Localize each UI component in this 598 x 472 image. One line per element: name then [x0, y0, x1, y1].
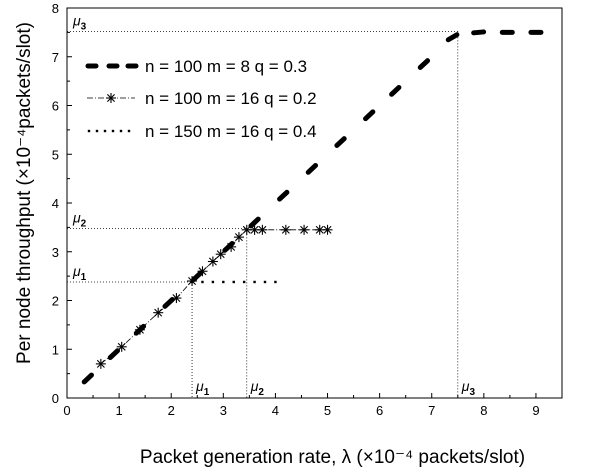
- dash-marker: [248, 216, 261, 229]
- x-tick-label: 4: [272, 403, 279, 418]
- star-marker: [207, 256, 218, 267]
- star-marker: [153, 307, 164, 318]
- star-marker: [233, 232, 244, 243]
- x-axis-title: Packet generation rate, λ (×10⁻⁴ packets…: [140, 447, 525, 468]
- y-tick-label: 6: [52, 99, 59, 114]
- y-tick-label: 4: [52, 196, 59, 211]
- y-tick-label: 7: [52, 50, 59, 65]
- legend: n = 100 m = 8 q = 0.3 n = 100 m = 16 q = …: [85, 57, 317, 141]
- y-axis-title: Per node throughput (×10⁻⁴packets/slot): [14, 22, 35, 364]
- y-tick-label: 0: [52, 391, 59, 406]
- y-tick-label: 3: [52, 245, 59, 260]
- legend-label: n = 150 m = 16 q = 0.4: [145, 122, 317, 141]
- plot-frame: [66, 7, 563, 399]
- star-marker: [197, 266, 208, 277]
- star-marker: [314, 224, 325, 235]
- star-marker: [215, 249, 226, 260]
- legend-label: n = 100 m = 8 q = 0.3: [145, 57, 307, 76]
- star-marker: [116, 341, 127, 352]
- mu-y-label: μ2: [72, 209, 87, 229]
- star-marker: [226, 241, 237, 252]
- legend-dot-sample: [111, 129, 115, 133]
- star-marker: [171, 293, 182, 304]
- dot-marker: [211, 280, 215, 284]
- star-marker: [280, 224, 291, 235]
- legend-label: n = 100 m = 16 q = 0.2: [145, 89, 317, 108]
- y-tick-label: 8: [52, 1, 59, 16]
- dash-marker: [471, 29, 487, 36]
- mu-y-label: μ3: [72, 12, 87, 32]
- x-tick-label: 6: [376, 403, 383, 418]
- star-marker: [299, 224, 310, 235]
- mu-x-label: μ2: [250, 378, 265, 398]
- legend-dot-sample: [95, 129, 99, 133]
- dash-marker: [417, 58, 431, 70]
- star-marker: [95, 358, 106, 369]
- star-marker: [257, 224, 268, 235]
- dash-marker: [162, 297, 175, 309]
- x-tick-label: 9: [532, 403, 539, 418]
- x-tick-label: 7: [428, 403, 435, 418]
- star-marker: [322, 224, 333, 235]
- series-star: [95, 224, 333, 369]
- mu-x-label: μ3: [461, 378, 476, 398]
- legend-dot-sample: [119, 129, 123, 133]
- dot-marker: [201, 280, 204, 284]
- dot-marker: [222, 280, 225, 284]
- dash-marker: [277, 189, 290, 202]
- legend-star-sample: [106, 93, 116, 103]
- y-tick-label: 2: [52, 294, 59, 309]
- x-tick-label: 3: [220, 403, 227, 418]
- x-tick-label: 1: [115, 403, 122, 418]
- legend-dot-sample: [87, 129, 91, 133]
- dot-marker: [274, 280, 277, 284]
- x-tick-label: 5: [324, 403, 331, 418]
- dash-marker: [107, 348, 121, 361]
- x-tick-label: 2: [168, 403, 175, 418]
- legend-dot-sample: [127, 129, 131, 133]
- dash-marker: [81, 372, 94, 385]
- series-dash: [81, 29, 544, 385]
- legend-dot-sample: [103, 129, 107, 133]
- x-tick-label: 0: [63, 403, 70, 418]
- dot-marker: [263, 280, 267, 284]
- mu-y-label: μ1: [72, 263, 87, 283]
- x-tick-label: 8: [480, 403, 487, 418]
- dash-marker: [334, 136, 347, 148]
- dash-marker: [305, 162, 319, 175]
- dash-marker: [363, 109, 376, 122]
- y-tick-label: 1: [52, 342, 59, 357]
- dot-marker: [190, 280, 194, 284]
- star-marker: [134, 324, 145, 335]
- series-line: [100, 229, 328, 365]
- dash-marker: [389, 84, 402, 97]
- series-dot: [190, 280, 277, 284]
- star-marker: [241, 224, 252, 235]
- dot-marker: [232, 280, 235, 284]
- y-tick-label: 5: [52, 147, 59, 162]
- dot-marker: [242, 280, 246, 284]
- dot-marker: [253, 280, 256, 284]
- dash-marker: [445, 32, 460, 43]
